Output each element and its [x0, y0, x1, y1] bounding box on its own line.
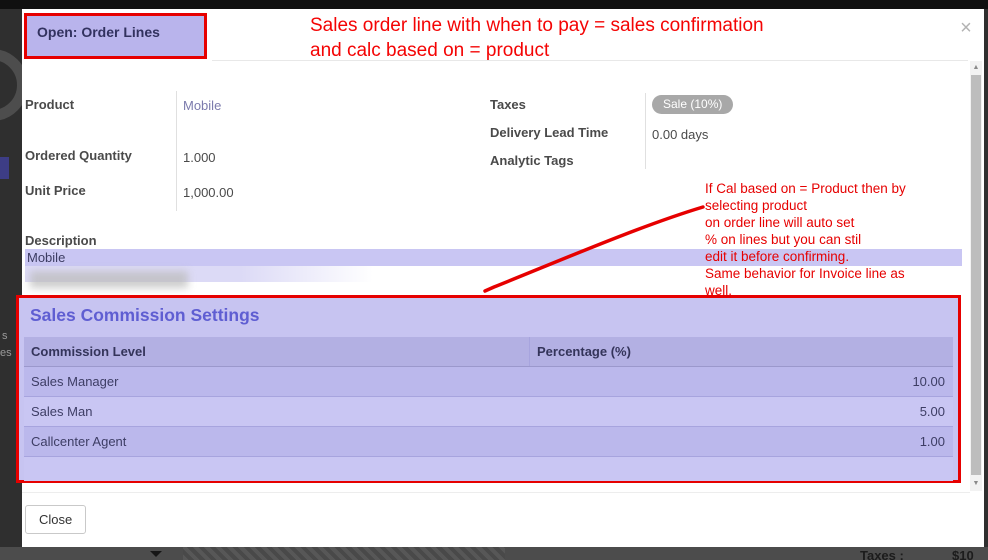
table-row[interactable]: Sales Manager 10.00 [24, 367, 953, 397]
footer-divider [22, 492, 970, 493]
background-logo-circle [0, 49, 22, 121]
ordered-quantity-value: 1.000 [183, 150, 216, 165]
annotation-side-line: on order line will auto set [705, 215, 855, 230]
commission-level-header: Commission Level [24, 337, 530, 366]
commission-level-cell: Sales Manager [31, 374, 119, 389]
annotation-side: If Cal based on = Product then by select… [705, 180, 973, 299]
percentage-cell: 1.00 [919, 434, 945, 449]
percentage-header: Percentage (%) [537, 344, 631, 359]
annotation-side-line: If Cal based on = Product then by [705, 181, 906, 196]
tax-tag-pill: Sale (10%) [652, 95, 734, 114]
dropdown-caret-icon [150, 551, 162, 557]
background-taxes-label: Taxes : [860, 548, 904, 560]
background-bottom-strip: Taxes : $10 [0, 547, 988, 560]
percentage-cell: 10.00 [912, 374, 945, 389]
modal-scrollbar[interactable]: ▲ ▼ [970, 61, 982, 491]
commission-level-cell: Callcenter Agent [31, 434, 127, 449]
close-icon[interactable]: × [960, 17, 972, 39]
delivery-lead-time-label: Delivery Lead Time [490, 125, 609, 140]
redacted-text-blur [30, 271, 188, 288]
field-divider-left [176, 91, 177, 211]
scroll-down-icon[interactable]: ▼ [972, 480, 980, 487]
unit-price-value: 1,000.00 [183, 185, 234, 200]
annotation-top: Sales order line with when to pay = sale… [310, 13, 764, 63]
close-button[interactable]: Close [25, 505, 87, 534]
product-value-link[interactable]: Mobile [183, 98, 222, 113]
analytic-tags-label: Analytic Tags [490, 153, 574, 168]
percentage-cell: 5.00 [919, 404, 945, 419]
description-value: Mobile [27, 250, 66, 265]
order-line-modal: Open: Order Lines × Sales order line wit… [16, 9, 984, 547]
annotation-side-line: Same behavior for Invoice line as [705, 266, 905, 281]
ordered-quantity-label: Ordered Quantity [25, 148, 132, 163]
modal-title: Open: Order Lines [24, 13, 207, 59]
delivery-lead-time-value: 0.00 days [652, 127, 709, 142]
sales-commission-section: Sales Commission Settings Commission Lev… [16, 295, 961, 483]
browser-top-bar [0, 0, 988, 9]
field-divider-right [645, 93, 646, 169]
scrollbar-thumb[interactable] [971, 75, 981, 475]
commission-table-header: Commission Level Percentage (%) [24, 337, 953, 367]
table-row[interactable]: Callcenter Agent 1.00 [24, 427, 953, 457]
taxes-label: Taxes [490, 97, 526, 112]
header-divider [212, 60, 968, 61]
sales-commission-heading: Sales Commission Settings [30, 305, 260, 325]
table-row-empty [24, 457, 953, 481]
commission-level-cell: Sales Man [31, 404, 93, 419]
scroll-up-icon[interactable]: ▲ [972, 64, 980, 71]
commission-table: Commission Level Percentage (%) Sales Ma… [24, 337, 953, 481]
table-row[interactable]: Sales Man 5.00 [24, 397, 953, 427]
annotation-side-line: selecting product [705, 198, 808, 213]
background-taxes-value: $10 [952, 548, 974, 560]
annotation-top-line2: and calc based on = product [310, 40, 550, 61]
product-label: Product [25, 97, 75, 112]
annotation-side-line: edit it before confirming. [705, 249, 850, 264]
background-text-fragment: es [0, 347, 12, 359]
background-hatched-area [183, 547, 505, 560]
background-highlight-fragment [0, 157, 9, 179]
annotation-top-line1: Sales order line with when to pay = sale… [310, 15, 764, 36]
annotation-side-line: % on lines but you can stil [705, 232, 862, 247]
background-right-strip [984, 9, 988, 560]
unit-price-label: Unit Price [25, 183, 86, 198]
background-text-fragment: s [2, 330, 8, 342]
description-label: Description [25, 233, 97, 248]
annotation-side-line: well. [705, 283, 733, 298]
